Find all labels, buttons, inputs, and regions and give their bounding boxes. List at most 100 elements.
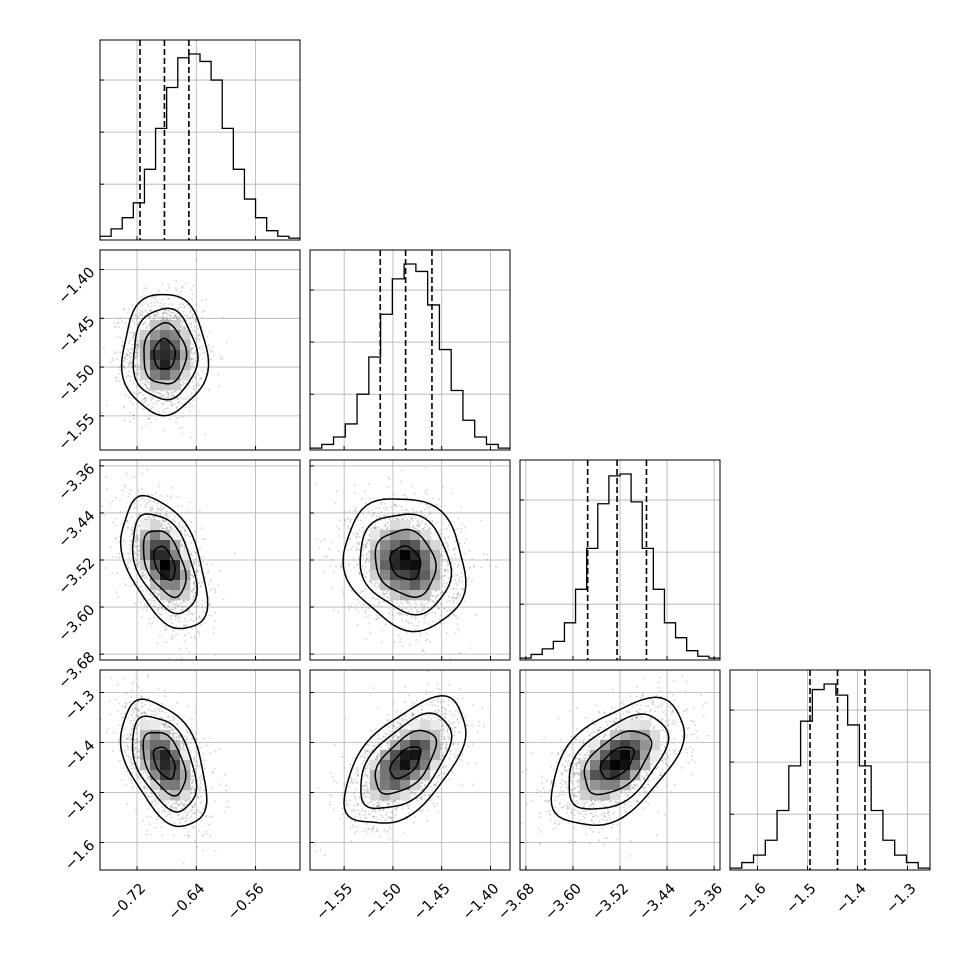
sample-point (387, 476, 390, 479)
sample-point (349, 538, 352, 540)
sample-point (399, 612, 402, 615)
sample-point (149, 310, 151, 312)
sample-point (192, 588, 195, 591)
sample-point (167, 392, 170, 395)
sample-point (167, 657, 170, 660)
sample-point (436, 604, 438, 607)
sample-point (201, 299, 204, 302)
sample-point (142, 323, 145, 325)
sample-point (138, 335, 141, 338)
sample-point (191, 612, 194, 615)
sample-point (305, 590, 307, 592)
sample-point (195, 337, 198, 339)
density-cell (160, 370, 171, 381)
sample-point (190, 395, 193, 397)
sample-point (148, 618, 151, 620)
sample-point (154, 315, 157, 318)
sample-point (170, 495, 173, 497)
sample-point (137, 535, 139, 538)
sample-point (134, 356, 137, 358)
sample-point (159, 302, 162, 305)
sample-point (357, 610, 360, 613)
sample-point (153, 518, 156, 521)
sample-point (414, 517, 417, 519)
sample-point (153, 301, 156, 304)
density-cell (160, 560, 171, 571)
sample-point (115, 380, 118, 383)
sample-point (384, 502, 386, 505)
sample-point (365, 553, 368, 556)
sample-point (143, 400, 146, 403)
sample-point (182, 628, 184, 631)
sample-point (423, 615, 426, 617)
sample-point (447, 563, 450, 566)
sample-point (208, 603, 211, 606)
sample-point (116, 350, 119, 353)
sample-point (443, 607, 446, 610)
sample-point (425, 523, 427, 526)
sample-point (356, 532, 359, 535)
sample-point (158, 289, 160, 292)
sample-point (356, 624, 359, 626)
sample-point (138, 392, 141, 394)
density-cell (140, 520, 151, 531)
sample-point (172, 519, 174, 521)
sample-point (196, 344, 199, 347)
sample-point (350, 548, 353, 551)
sample-point (207, 583, 210, 585)
sample-point (181, 426, 184, 428)
sample-point (348, 607, 351, 610)
density-cell (160, 380, 171, 391)
density-cell (150, 380, 161, 391)
sample-point (207, 572, 209, 575)
sample-point (360, 498, 363, 500)
sample-point (188, 409, 191, 412)
sample-point (177, 604, 180, 607)
sample-point (125, 394, 127, 396)
sample-point (200, 378, 203, 381)
sample-point (377, 598, 379, 600)
sample-point (179, 521, 182, 524)
sample-point (118, 326, 120, 329)
sample-point (152, 591, 155, 594)
sample-point (165, 309, 168, 311)
sample-point (421, 650, 423, 653)
sample-point (149, 602, 152, 604)
sample-point (150, 396, 153, 399)
sample-point (138, 359, 140, 361)
sample-point (187, 395, 190, 398)
sample-point (429, 527, 432, 530)
sample-point (136, 355, 139, 358)
sample-point (131, 348, 133, 351)
sample-point (439, 603, 442, 606)
sample-point (115, 376, 118, 379)
sample-point (164, 401, 167, 403)
density-cell (140, 370, 151, 381)
sample-point (158, 410, 160, 413)
sample-point (450, 557, 453, 559)
sample-point (315, 482, 318, 485)
sample-point (367, 538, 370, 541)
sample-point (138, 354, 141, 357)
sample-point (416, 524, 418, 527)
sample-point (190, 361, 193, 364)
sample-point (128, 363, 131, 366)
sample-point (148, 323, 151, 326)
sample-point (349, 518, 352, 521)
sample-point (167, 309, 170, 312)
sample-point (128, 535, 131, 538)
density-cell (170, 380, 181, 391)
sample-point (109, 503, 112, 505)
sample-point (396, 517, 399, 520)
sample-point (456, 574, 458, 576)
sample-point (155, 491, 157, 494)
sample-point (190, 520, 192, 523)
sample-point (135, 350, 138, 353)
sample-point (198, 411, 201, 414)
sample-point (197, 630, 199, 633)
sample-point (388, 478, 391, 481)
sample-point (212, 627, 215, 629)
sample-point (158, 604, 161, 606)
sample-point (181, 602, 183, 605)
sample-point (117, 596, 119, 598)
